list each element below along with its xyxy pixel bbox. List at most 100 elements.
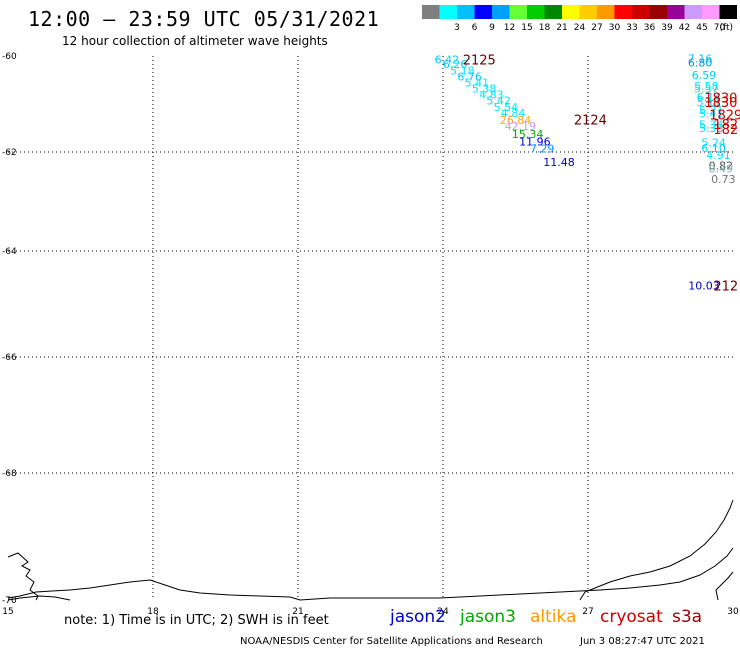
wave-height-value: 6.10	[701, 142, 726, 155]
wave-height-value: 5.24	[701, 136, 726, 149]
wave-height-value: 5.42	[486, 95, 511, 108]
color-scale-swatch	[474, 5, 492, 19]
page-title: 12:00 – 23:59 UTC 05/31/2021	[28, 7, 380, 31]
track-time-label: 182	[713, 118, 738, 133]
color-scale: 3 6 9 12 15 18 21 24 27 30 33 36 39 42 45 70(ft)	[422, 5, 737, 33]
color-scale-swatch	[562, 5, 580, 19]
lat-tick-label: -70	[2, 596, 17, 606]
wave-height-value: 11.48	[543, 156, 575, 169]
lon-tick-label: 21	[292, 607, 303, 617]
wave-height-value: 5.11	[697, 96, 722, 109]
map-grid: 15 18 21 24 27 30-60-62-64-66-68-70	[2, 52, 739, 617]
antarctic-coastline	[7, 499, 734, 601]
color-scale-swatch	[597, 5, 615, 19]
coastline-bay	[7, 595, 71, 601]
wave-height-value: 5.58	[694, 80, 719, 93]
color-scale-swatch	[719, 5, 737, 19]
lon-tick-label: 15	[2, 607, 13, 617]
wave-height-value: 6.59	[692, 69, 717, 82]
color-scale-swatch	[439, 5, 457, 19]
color-scale-label: 45	[696, 23, 707, 33]
wave-height-value: 5.41	[465, 76, 490, 89]
color-scale-swatch	[457, 5, 475, 19]
lon-tick-label: 18	[147, 607, 159, 617]
track-time-label: 212	[713, 279, 738, 294]
coastline-main	[7, 547, 734, 601]
color-scale-label: 33	[626, 23, 637, 33]
wave-height-value: 6.14	[697, 91, 722, 104]
color-scale-label: 36	[644, 23, 656, 33]
wave-height-value: 0.73	[711, 173, 736, 186]
wave-height-value: 0.82	[709, 159, 734, 172]
wave-height-value: 11.96	[519, 135, 551, 148]
page-subtitle: 12 hour collection of altimeter wave hei…	[62, 34, 328, 48]
footer-note: note: 1) Time is in UTC; 2) SWH is in fe…	[64, 613, 329, 628]
lat-tick-label: -64	[2, 247, 17, 257]
wave-height-value: 6.76	[457, 71, 482, 84]
color-scale-label: 70	[714, 23, 726, 33]
legend-cryosat: cryosat	[600, 607, 663, 627]
color-scale-swatch	[492, 5, 510, 19]
color-scale-swatch	[684, 5, 702, 19]
wave-height-value: 0.49	[709, 162, 734, 175]
wave-height-value: 6.80	[688, 57, 713, 70]
wave-height-value: 5.54	[494, 101, 519, 114]
wave-height-value: 42.19	[505, 120, 537, 133]
wave-height-value: 4.91	[706, 149, 731, 162]
legend-s3a: s3a	[672, 607, 703, 627]
footer-credit: NOAA/NESDIS Center for Satellite Applica…	[240, 636, 543, 647]
wave-height-value: 5.33	[699, 122, 724, 135]
wave-height-value: 7.29	[530, 143, 555, 156]
lat-tick-label: -66	[2, 353, 17, 363]
track-time-label: 1830	[704, 96, 737, 111]
track-time-label: 1830	[704, 91, 737, 106]
color-scale-label: 6	[472, 23, 478, 33]
wave-height-value: 5.41	[699, 108, 724, 121]
track-time-label: 1829	[709, 109, 740, 124]
color-scale-swatch	[544, 5, 562, 19]
track-time-label: 182	[713, 123, 738, 138]
color-scale-swatch	[579, 5, 597, 19]
wave-height-value: 10.03	[688, 279, 720, 292]
legend-jason3: jason3	[460, 607, 516, 627]
color-scale-swatch	[632, 5, 650, 19]
wave-height-value: 26.84	[500, 114, 532, 127]
color-scale-label: 12	[504, 23, 515, 33]
lon-tick-label: 24	[437, 607, 449, 617]
color-scale-swatch	[422, 5, 440, 19]
color-scale-unit: (ft)	[719, 23, 733, 33]
track-time-label: 2124	[574, 113, 607, 128]
color-scale-label: 39	[661, 23, 673, 33]
color-scale-label: 24	[574, 23, 586, 33]
lat-tick-label: -60	[2, 52, 17, 62]
lat-tick-label: -68	[2, 469, 17, 479]
color-scale-label: 18	[539, 23, 551, 33]
color-scale-swatch	[614, 5, 632, 19]
wave-height-value: 7.16	[688, 52, 713, 65]
wave-height-value: 15.34	[512, 128, 544, 141]
track-time-label: 2125	[463, 53, 496, 68]
color-scale-label: 27	[591, 23, 602, 33]
wave-height-value: 5.38	[472, 83, 497, 96]
wave-height-value: 5.57	[694, 83, 719, 96]
lon-tick-label: 27	[582, 607, 593, 617]
coastline-cape	[715, 571, 734, 601]
wave-height-value: 5.34	[699, 119, 724, 132]
wave-height-value: 5.21	[699, 104, 724, 117]
color-scale-label: 42	[679, 23, 690, 33]
color-scale-label: 21	[556, 23, 567, 33]
lon-tick-label: 30	[727, 607, 739, 617]
legend-jason2: jason2	[390, 607, 446, 627]
color-scale-swatch	[667, 5, 685, 19]
wave-height-value: 4.83	[479, 88, 504, 101]
footer-timestamp: Jun 3 08:27:47 UTC 2021	[580, 636, 705, 647]
wave-height-value: 6.42	[435, 53, 460, 66]
color-scale-swatch	[509, 5, 527, 19]
color-scale-swatch	[702, 5, 720, 19]
color-scale-label: 3	[454, 23, 460, 33]
legend-altika: altika	[530, 607, 577, 627]
color-scale-swatch	[649, 5, 667, 19]
color-scale-swatch	[527, 5, 545, 19]
